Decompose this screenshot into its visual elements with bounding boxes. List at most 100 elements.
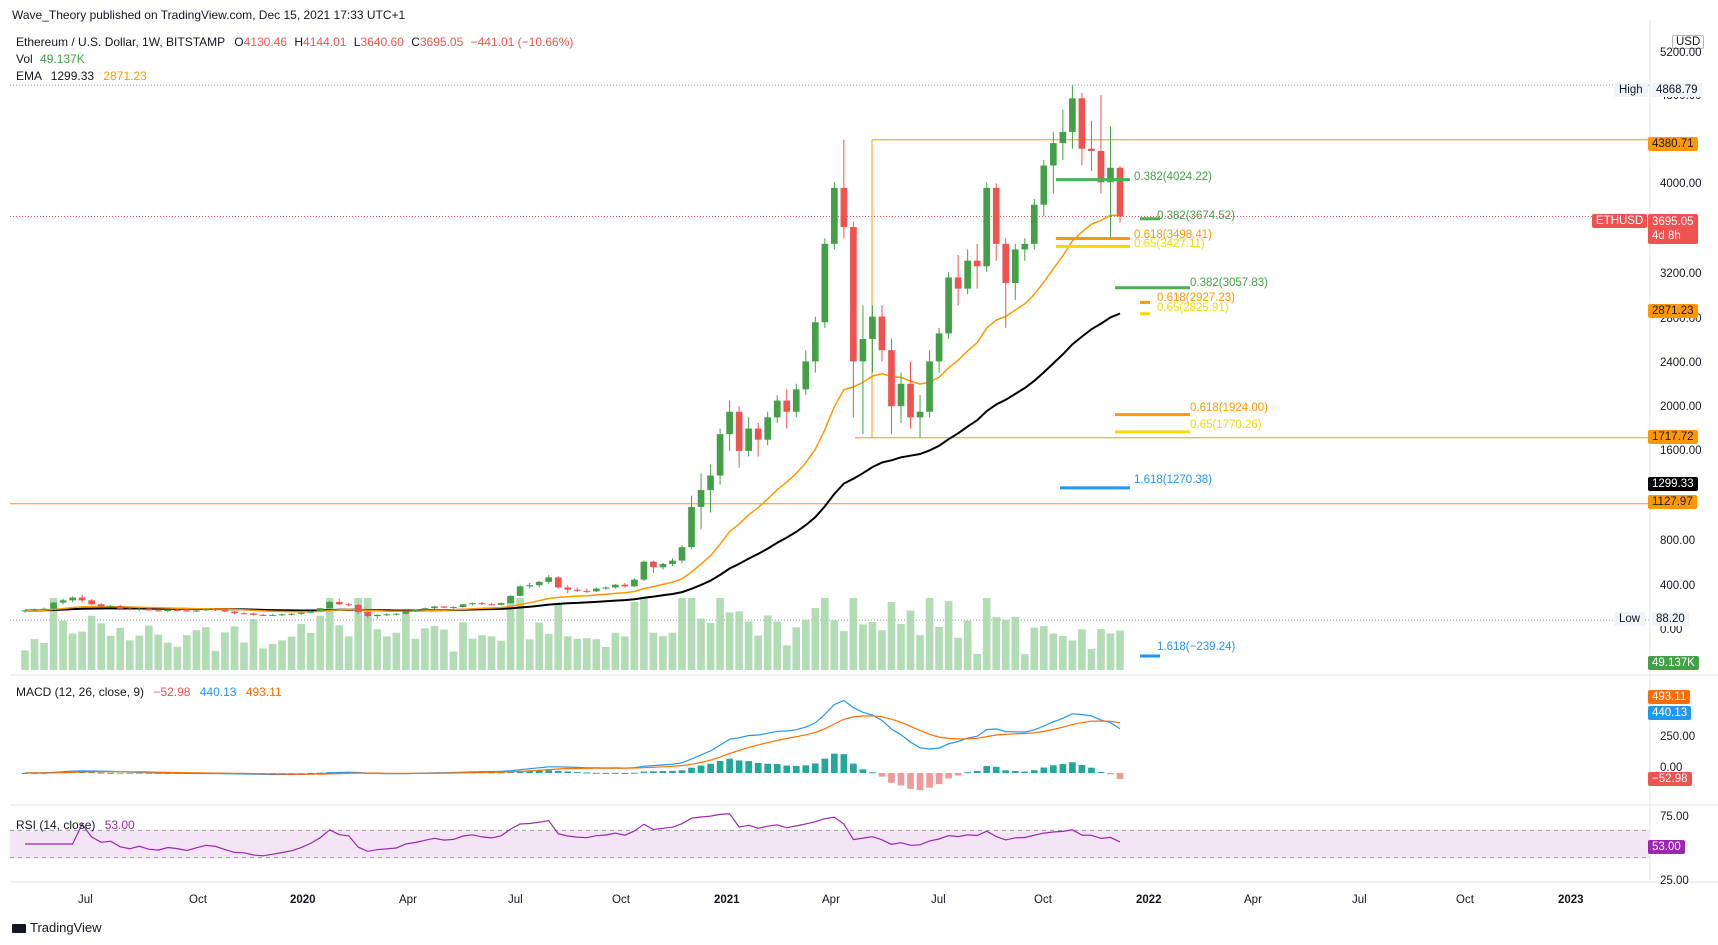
currency-button[interactable]: USD — [1672, 35, 1705, 49]
volume-bar — [268, 644, 277, 670]
candle-body — [373, 614, 381, 617]
volume-bar — [106, 635, 115, 670]
candle-body — [935, 333, 943, 362]
macd-histogram-bar — [678, 770, 686, 773]
macd-histogram-bar — [1002, 770, 1010, 773]
candle-body — [31, 609, 38, 611]
legend-volume[interactable]: Vol 49.137K — [16, 52, 85, 66]
fib-label-1: 0.382(4024.22) — [1134, 171, 1213, 183]
macd-histogram-bar — [850, 763, 857, 773]
volume-bar — [449, 651, 458, 670]
macd-histogram-bar — [811, 763, 819, 773]
volume-bar — [325, 598, 334, 670]
macd-histogram-bar — [145, 773, 153, 774]
macd-histogram-bar — [935, 773, 943, 785]
time-label-jul-2020: Jul — [508, 894, 523, 906]
candle-body — [811, 322, 819, 362]
candle-body — [459, 604, 467, 608]
macd-tick-250: 250.00 — [1660, 731, 1696, 743]
legend-ema[interactable]: EMA 1299.33 2871.23 — [16, 69, 147, 83]
ohlc-c-value: 3695.05 — [419, 35, 464, 49]
volume-bar — [287, 636, 296, 670]
candle-body — [564, 587, 572, 590]
candle-body — [764, 417, 772, 440]
candle-body — [954, 277, 962, 289]
macd-histogram-bar — [897, 773, 905, 786]
macd-histogram-bar — [945, 773, 952, 779]
candle-body — [135, 608, 143, 610]
volume-bar — [801, 619, 810, 670]
ema2-value: 2871.23 — [103, 69, 147, 83]
ema-label: EMA — [16, 69, 42, 83]
ohlc-c-label: C — [411, 35, 420, 49]
candle-body — [326, 602, 334, 609]
macd-histogram-bar — [107, 772, 115, 774]
macd-histogram-bar — [669, 770, 676, 773]
candle-body — [1030, 204, 1038, 244]
candle-body — [78, 597, 86, 601]
candle-body — [621, 584, 629, 587]
rsi-tick-75: 75.00 — [1660, 811, 1689, 823]
last-price-value: 3695.05 — [1652, 216, 1694, 228]
candle-body — [1078, 98, 1086, 149]
volume-bar — [183, 635, 191, 670]
volume-bar — [525, 639, 534, 670]
macd-histogram-bar — [516, 771, 524, 773]
symbol-name[interactable]: Ethereum / U.S. Dollar, 1W, BITSTAMP — [16, 35, 225, 49]
macd-histogram-bar — [554, 770, 562, 773]
ema1-value: 1299.33 — [50, 69, 95, 83]
badge-symbol: ETHUSD — [1592, 214, 1648, 228]
volume-bar — [935, 626, 943, 670]
volume-bar — [49, 598, 58, 670]
volume-bar — [497, 640, 505, 670]
badge-ema-short: 1299.33 — [1648, 477, 1698, 491]
volume-bar — [744, 621, 753, 670]
macd-histogram-bar — [631, 772, 638, 774]
candle-body — [973, 260, 981, 267]
time-label-jul-2019: Jul — [78, 894, 93, 906]
candle-body — [202, 609, 210, 611]
price-tick-0: 0.00 — [1660, 624, 1683, 636]
candle-body — [402, 610, 410, 614]
low-value: 88.20 — [1652, 612, 1689, 626]
volume-bar — [516, 598, 524, 670]
volume-bar — [392, 632, 401, 670]
volume-bar — [249, 619, 258, 670]
volume-bar — [1087, 648, 1096, 670]
rsi-band — [10, 830, 1650, 858]
price-tick-400: 400.00 — [1660, 580, 1696, 592]
volume-bar — [164, 642, 172, 670]
badge-last-price: 3695.05 4d 8h — [1648, 214, 1698, 244]
candle-body — [640, 561, 648, 580]
ohlc-h-label: H — [294, 35, 304, 49]
candle-body — [916, 411, 924, 418]
candle-body — [183, 610, 191, 612]
volume-bar — [792, 627, 801, 670]
candle-body — [469, 603, 476, 605]
volume-bar — [344, 636, 353, 670]
macd-histogram-bar — [716, 760, 724, 773]
volume-bar — [763, 615, 772, 670]
fib-label-8: 0.618(1924.00) — [1190, 402, 1269, 414]
ohlc-o-label: O — [234, 35, 244, 49]
time-label-apr-2022: Apr — [1244, 894, 1262, 906]
candle-body — [478, 603, 486, 605]
macd-histogram-bar — [497, 772, 505, 774]
candle-body — [583, 590, 591, 592]
volume-bar — [573, 638, 582, 670]
legend-rsi[interactable]: RSI (14, close) 53.00 — [16, 818, 135, 832]
time-label-2022: 2022 — [1136, 894, 1162, 906]
candle-body — [754, 428, 762, 440]
tradingview-logo[interactable]: TradingView — [12, 920, 102, 935]
fib-label-10: 1.618(1270.38) — [1134, 474, 1213, 486]
volume-bar — [811, 608, 820, 670]
macd-histogram-bar — [802, 765, 810, 773]
candle-body — [307, 610, 314, 613]
ema-short-line — [25, 312, 1121, 612]
legend-macd[interactable]: MACD (12, 26, close, 9) −52.98 440.13 49… — [16, 685, 282, 699]
volume-bar — [506, 598, 515, 670]
candle-body — [745, 428, 752, 451]
macd-histogram-bar — [612, 772, 619, 774]
